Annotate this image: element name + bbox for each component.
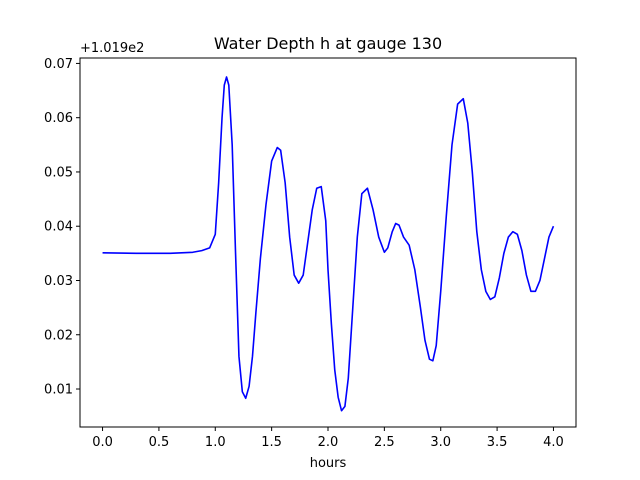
y-tick-label: 0.01 xyxy=(44,383,73,398)
x-tick-label: 0.0 xyxy=(92,435,113,450)
x-axis-label: hours xyxy=(310,456,347,471)
y-tick-label: 0.07 xyxy=(44,57,73,72)
chart-title: Water Depth h at gauge 130 xyxy=(214,34,442,53)
x-tick-label: 4.0 xyxy=(543,435,564,450)
plot-area xyxy=(102,76,555,412)
y-tick-label: 0.02 xyxy=(44,328,73,343)
x-tick-label: 0.5 xyxy=(149,435,170,450)
x-tick-label: 3.0 xyxy=(430,435,451,450)
x-tick-label: 1.0 xyxy=(205,435,226,450)
y-tick-label: 0.04 xyxy=(44,220,73,235)
y-tick-label: 0.06 xyxy=(44,111,73,126)
axes: 0.0 0.5 1.0 1.5 2.0 2.5 3.0 3.5 4.0 0.01 0.02 0.03 0… xyxy=(44,57,577,450)
x-tick-label: 2.0 xyxy=(318,435,339,450)
y-tick-label: 0.03 xyxy=(44,274,73,289)
series-line-0 xyxy=(102,76,555,412)
x-tick-label: 2.5 xyxy=(374,435,395,450)
x-tick-label: 1.5 xyxy=(261,435,282,450)
y-tick-label: 0.05 xyxy=(44,165,73,180)
y-axis-offset-label: +1.019e2 xyxy=(80,41,144,56)
x-tick-label: 3.5 xyxy=(487,435,508,450)
